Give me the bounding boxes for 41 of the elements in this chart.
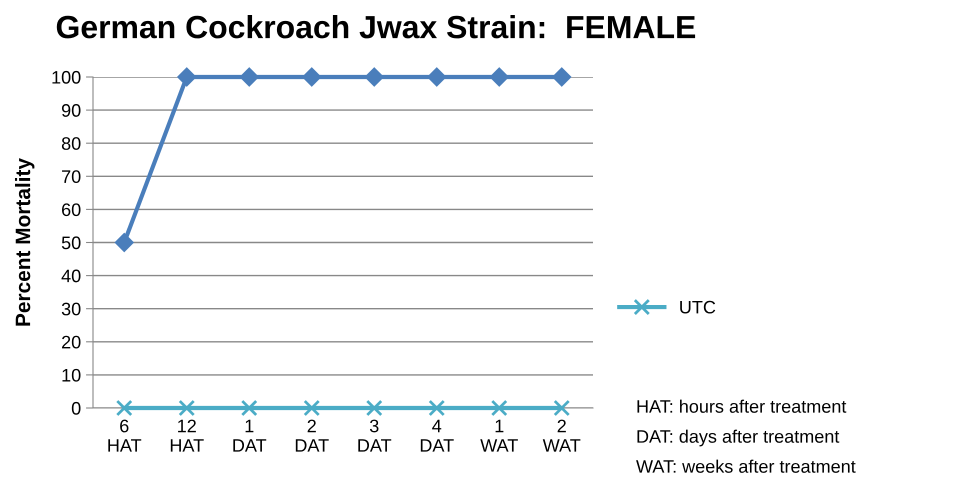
y-tick-label: 30	[62, 302, 80, 316]
text: HAT: hours after treatment	[637, 400, 846, 413]
x-tick-label: 1 WAT	[480, 420, 518, 452]
y-tick-label: 100	[52, 70, 80, 84]
y-tick-label: 50	[62, 236, 80, 250]
point	[240, 67, 259, 87]
point	[114, 232, 134, 252]
chart-title: German Cockroach Jwax Strain: FEMALE	[56, 14, 696, 38]
y-tick-label: 80	[62, 137, 80, 150]
x-tick-label: 1 DAT	[233, 420, 266, 452]
text: DAT: days after treatment	[637, 430, 840, 446]
point	[303, 400, 320, 416]
point	[490, 67, 509, 87]
y-tick-label: 90	[62, 104, 80, 117]
x-tick-label: 12 HAT	[170, 420, 204, 452]
y-tick-label: 20	[62, 336, 80, 349]
y-tick-label: 70	[62, 170, 80, 184]
x-tick-label: 3 DAT	[358, 420, 392, 452]
point	[427, 67, 446, 87]
y-tick-label: 60	[62, 203, 80, 216]
x-tick-label: 2 WAT	[542, 420, 580, 452]
x-tick-label: 4 DAT	[420, 420, 454, 452]
point	[302, 67, 322, 87]
point	[490, 400, 508, 416]
point	[240, 400, 258, 416]
y-tick-label: 10	[62, 368, 80, 382]
text: WAT: weeks after treatment	[636, 460, 856, 473]
y-tick-label: 40	[62, 270, 80, 282]
point	[366, 400, 383, 416]
x-tick-label: 6 HAT	[108, 420, 142, 452]
y-axis-title: Percent Mortality	[14, 158, 34, 326]
point	[428, 400, 446, 416]
legend-label: UTC	[680, 300, 716, 314]
x-tick-label: 2 DAT	[296, 420, 329, 452]
point	[364, 67, 384, 87]
point	[178, 400, 196, 416]
point	[553, 400, 570, 416]
point	[177, 67, 196, 87]
point	[116, 400, 133, 416]
point	[552, 67, 572, 87]
y-tick-label: 0	[72, 402, 80, 415]
